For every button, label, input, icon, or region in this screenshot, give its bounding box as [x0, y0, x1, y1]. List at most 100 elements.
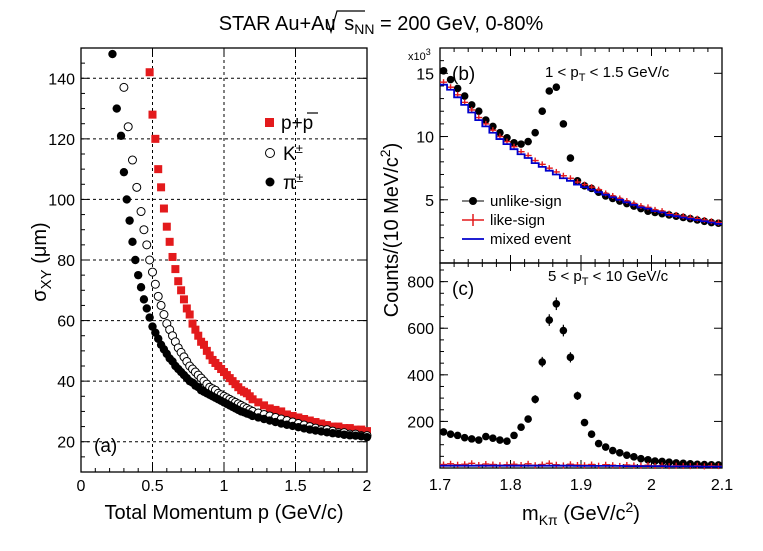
panel-b-unlike-sign-point [524, 137, 532, 146]
panel-c-unlike-sign-point [637, 454, 645, 463]
panel-c-unlike-sign-point [517, 423, 525, 432]
panel-c-unlike-sign-point [474, 436, 483, 444]
kaon-point [127, 155, 137, 165]
kaon-point [123, 122, 133, 132]
proton-point [148, 110, 157, 119]
panel-c-unlike-sign-point [538, 358, 547, 366]
panel-c-unlike-sign-point [453, 431, 462, 440]
proton-point [322, 421, 331, 430]
proton-point [265, 404, 274, 413]
panel-a-xtick-label: 1.5 [284, 478, 306, 495]
panel-c-unlike-sign-point [482, 432, 490, 441]
pion-point [116, 131, 126, 141]
panel-b-unlike-sign-point [517, 140, 525, 148]
panel-c-xtick-label: 1.9 [570, 477, 592, 494]
proton-point [311, 418, 320, 427]
panel-a-ytick-label: 100 [48, 192, 75, 209]
panel-b-unlike-sign-point [510, 139, 518, 147]
panel-b-ytick-label: 10 [416, 130, 434, 147]
panel-a-ytick-label: 120 [48, 132, 75, 149]
panel-c-ytick-label: 600 [407, 321, 434, 338]
proton-point [165, 237, 174, 246]
pion-point [112, 104, 121, 113]
proton-point [145, 68, 154, 77]
panel-a-xtick-label: 0.5 [141, 478, 163, 495]
panel-a-xtick-label: 2 [363, 478, 372, 495]
proton-point [357, 425, 366, 434]
panel-b-unlike-sign-point [474, 107, 483, 116]
proton-point [185, 310, 194, 319]
panel-a-ylabel: σXY (μm) [29, 222, 55, 301]
pion-point [139, 295, 149, 304]
panel-c-ytick-label: 400 [407, 368, 434, 385]
proton-point [260, 401, 269, 410]
proton-point [334, 422, 343, 431]
panel-c-ytick-label: 800 [407, 275, 434, 292]
panel-a-xtick-label: 0 [77, 478, 86, 495]
panel-c-mixed-event-line [440, 464, 722, 468]
pbar: p [303, 113, 314, 134]
panel-c-xlabel: mKπ (GeV/c2) [522, 499, 640, 528]
proton-point [199, 340, 208, 349]
legend-marker-pion [265, 177, 275, 187]
proton-point [171, 265, 180, 274]
sqrt-var: s [344, 13, 354, 35]
panel-b-unlike-sign-point [496, 128, 504, 137]
proton-point [168, 252, 177, 261]
panel-b-unlike-sign-point [453, 84, 462, 93]
panel-c-unlike-sign-point [510, 431, 518, 440]
kaon-point [148, 267, 157, 277]
proton-point [202, 346, 211, 355]
kaon-point [142, 240, 152, 250]
panel-a-legend: p+p K± π± [265, 112, 318, 194]
panel-c-unlike-sign-point [467, 435, 476, 443]
panel-c-unlike-sign-point [630, 453, 638, 461]
proton-point [182, 304, 191, 313]
panel-a-xlabel: Total Momentum p (GeV/c) [105, 502, 344, 524]
panel-c-unlike-sign-point [644, 456, 652, 464]
kaon-point [139, 225, 149, 235]
proton-point [345, 424, 354, 433]
panel-c-xtick-label: 1.7 [429, 477, 451, 494]
pion-point [136, 283, 146, 292]
proton-point [205, 351, 214, 360]
proton-point [271, 405, 280, 414]
proton-point [154, 165, 163, 174]
legend-label-like: like-sign [490, 212, 545, 229]
kaon-point [150, 279, 160, 289]
panel-b-unlike-sign-point [460, 92, 469, 100]
panel-c-unlike-sign-point [559, 326, 568, 335]
panel-c-unlike-sign-point [552, 299, 561, 308]
panel-a-ytick-label: 20 [57, 435, 75, 452]
panel-a: 0 0.5 1 1.5 2 20 40 60 80 100 120 140 σXY (μm) Tota… [29, 47, 372, 524]
panel-c: 1.7 1.8 1.9 2 2.1 200 400 600 800 (c) 5 < pT < 1… [407, 262, 733, 528]
proton-point [300, 415, 309, 423]
panel-a-label: (a) [94, 436, 117, 457]
panel-b-exponent: x103 [408, 47, 431, 63]
legend-label-mixed: mixed event [490, 231, 572, 248]
pion-point [145, 313, 154, 322]
panel-a-ytick-label: 40 [57, 374, 75, 391]
panel-b-unlike-sign-point [482, 116, 490, 124]
panel-a-ytick-label: 140 [48, 71, 75, 88]
proton-point [254, 398, 263, 407]
panel-b-legend: unlike-sign like-sign mixed event [462, 193, 572, 248]
kaon-point [119, 82, 129, 92]
panel-b-unlike-sign-point [538, 107, 547, 116]
sqrt-sign [326, 10, 365, 35]
pion-point [134, 270, 143, 280]
proton-point [351, 425, 360, 434]
pion-point [362, 432, 372, 442]
panel-b-unlike-sign-point [489, 122, 497, 131]
panel-b-mixed-event-line [440, 83, 722, 225]
panel-c-xtick-label: 1.8 [499, 477, 521, 494]
kaon-point [159, 310, 169, 320]
panel-b-label: (b) [452, 64, 475, 85]
proton-point [188, 319, 197, 328]
proton-point [174, 277, 183, 286]
proton-point [277, 407, 286, 416]
legend-marker-proton [265, 118, 274, 127]
proton-point [363, 427, 371, 436]
proton-point [162, 222, 171, 231]
